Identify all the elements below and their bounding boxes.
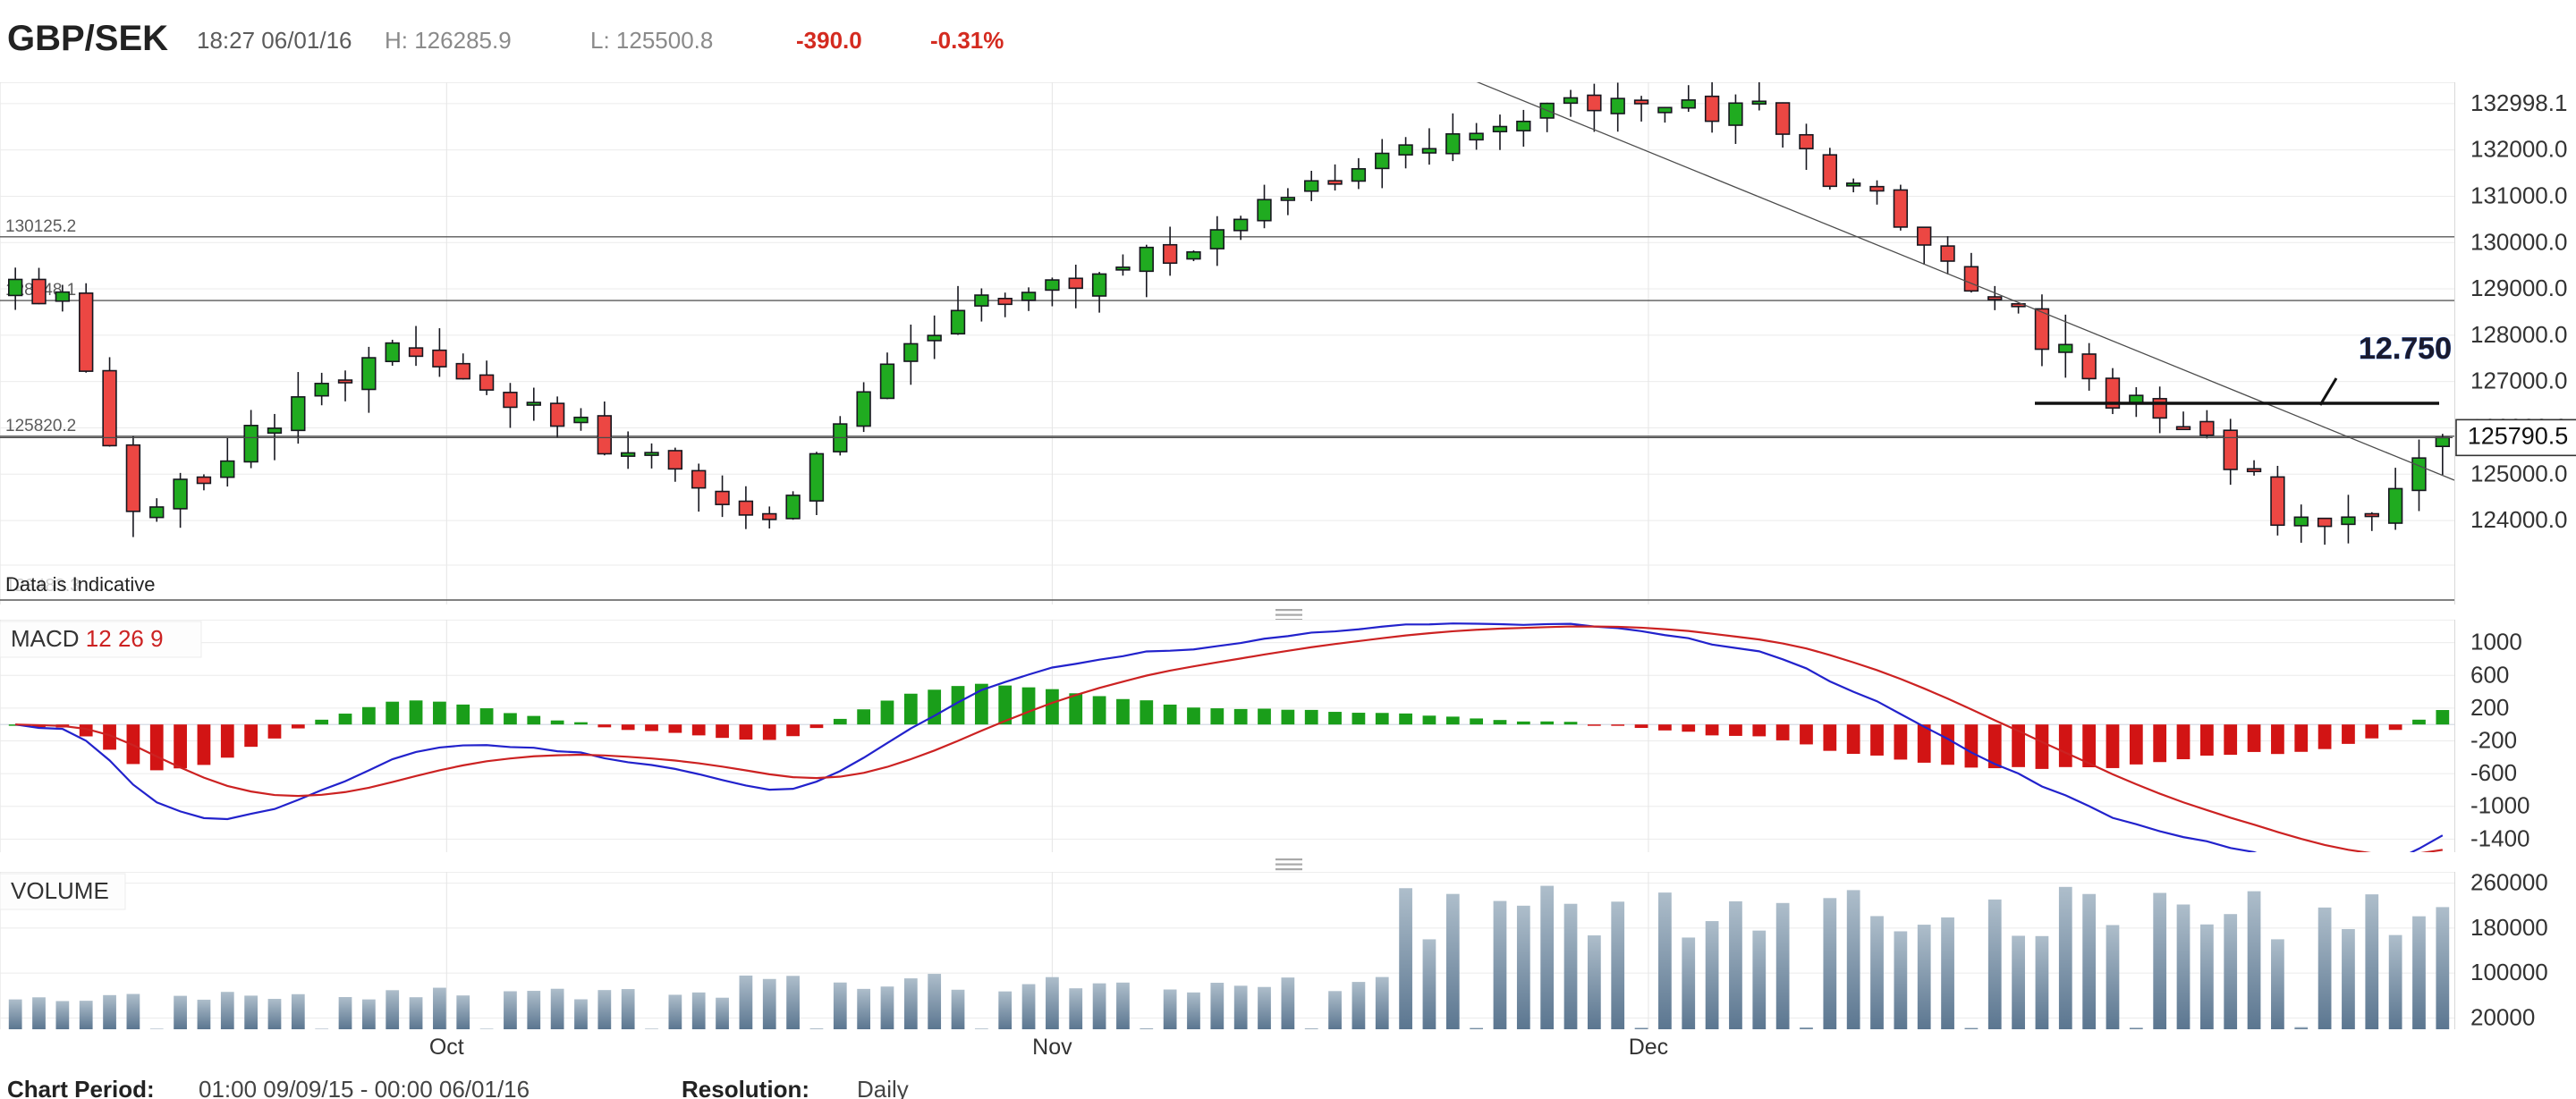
svg-text:MACD 12 26 9: MACD 12 26 9 <box>11 625 164 652</box>
svg-text:260000: 260000 <box>2470 872 2548 896</box>
svg-text:132000.0: 132000.0 <box>2470 136 2567 163</box>
svg-text:18:27 06/01/16: 18:27 06/01/16 <box>197 27 352 54</box>
svg-text:Dec: Dec <box>1629 1035 1668 1060</box>
svg-text:Oct: Oct <box>429 1035 464 1060</box>
svg-text:01:00 09/09/15 - 00:00 06/01/1: 01:00 09/09/15 - 00:00 06/01/16 <box>199 1079 530 1099</box>
svg-text:-600: -600 <box>2470 759 2517 786</box>
svg-text:128000.0: 128000.0 <box>2470 321 2567 348</box>
svg-text:VOLUME: VOLUME <box>11 877 109 904</box>
svg-text:180000: 180000 <box>2470 914 2548 941</box>
svg-text:Nov: Nov <box>1032 1035 1072 1060</box>
svg-text:127000.0: 127000.0 <box>2470 368 2567 394</box>
svg-text:-200: -200 <box>2470 726 2517 753</box>
svg-text:Chart Period:: Chart Period: <box>7 1079 155 1099</box>
svg-text:125790.5: 125790.5 <box>2468 422 2569 449</box>
svg-text:-0.31%: -0.31% <box>930 27 1004 54</box>
svg-text:130125.2: 130125.2 <box>5 217 76 236</box>
svg-text:H: 126285.9: H: 126285.9 <box>385 27 512 54</box>
svg-text:125820.2: 125820.2 <box>5 417 76 435</box>
svg-text:131000.0: 131000.0 <box>2470 182 2567 208</box>
svg-text:Resolution:: Resolution: <box>682 1079 809 1099</box>
svg-text:-1400: -1400 <box>2470 824 2530 851</box>
svg-text:GBP/SEK: GBP/SEK <box>7 19 168 58</box>
svg-text:124000.0: 124000.0 <box>2470 506 2567 533</box>
svg-text:-1000: -1000 <box>2470 792 2530 819</box>
svg-text:132998.1: 132998.1 <box>2470 89 2567 116</box>
svg-text:-390.0: -390.0 <box>796 27 862 54</box>
svg-text:L: 125500.8: L: 125500.8 <box>590 27 713 54</box>
svg-text:20000: 20000 <box>2470 1003 2535 1029</box>
svg-text:200: 200 <box>2470 694 2509 721</box>
svg-text:1000: 1000 <box>2470 629 2522 655</box>
svg-text:12.750: 12.750 <box>2359 332 2452 366</box>
svg-text:125000.0: 125000.0 <box>2470 460 2567 486</box>
svg-text:129000.0: 129000.0 <box>2470 275 2567 301</box>
svg-text:130000.0: 130000.0 <box>2470 228 2567 255</box>
svg-text:600: 600 <box>2470 661 2509 688</box>
svg-text:Data is Indicative: Data is Indicative <box>5 573 156 596</box>
svg-text:100000: 100000 <box>2470 959 2548 985</box>
svg-text:Daily: Daily <box>857 1079 909 1099</box>
